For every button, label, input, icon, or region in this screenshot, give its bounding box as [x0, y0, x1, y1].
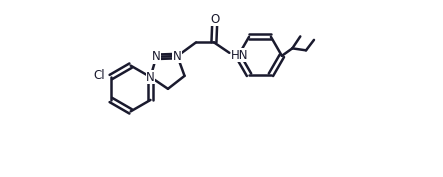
Text: N: N: [173, 50, 182, 62]
Text: HN: HN: [231, 49, 249, 62]
Text: O: O: [210, 13, 219, 26]
Text: N: N: [152, 50, 161, 63]
Text: Cl: Cl: [94, 68, 105, 82]
Text: N: N: [146, 71, 155, 84]
